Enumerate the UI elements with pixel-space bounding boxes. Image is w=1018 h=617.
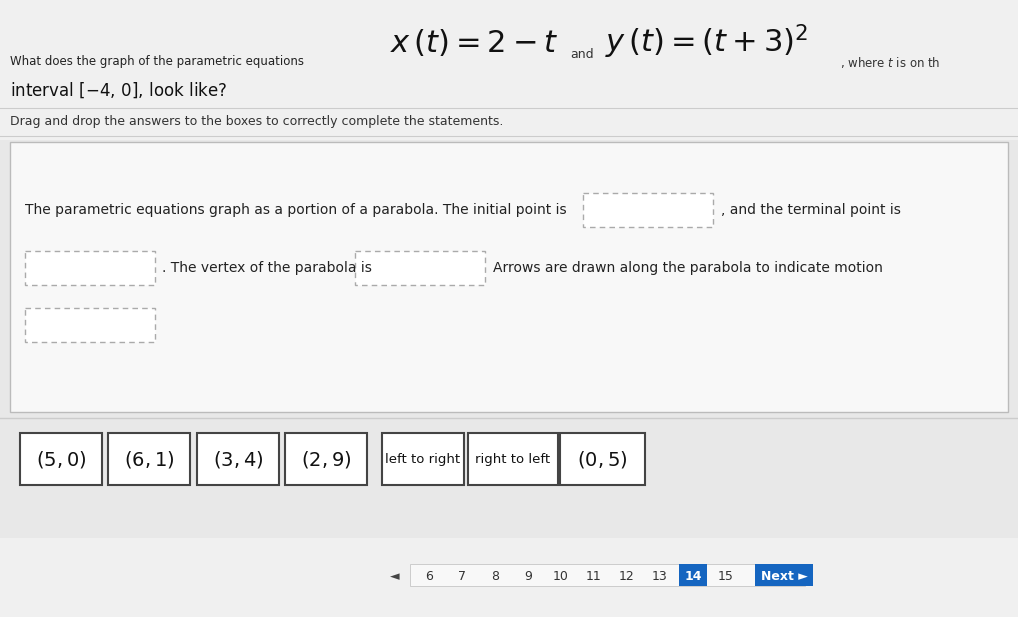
Text: 13: 13	[653, 571, 668, 584]
Text: interval $\left[-4,\,0\right]$, look like?: interval $\left[-4,\,0\right]$, look lik…	[10, 80, 227, 100]
Text: $(3,4)$: $(3,4)$	[213, 449, 264, 470]
FancyBboxPatch shape	[583, 193, 713, 227]
Text: Arrows are drawn along the parabola to indicate motion: Arrows are drawn along the parabola to i…	[493, 261, 883, 275]
FancyBboxPatch shape	[285, 433, 367, 485]
Text: What does the graph of the parametric equations: What does the graph of the parametric eq…	[10, 56, 304, 68]
Text: right to left: right to left	[475, 452, 551, 465]
Text: 15: 15	[718, 571, 734, 584]
FancyBboxPatch shape	[25, 308, 155, 342]
Text: $(5,0)$: $(5,0)$	[36, 449, 87, 470]
FancyBboxPatch shape	[679, 564, 706, 586]
FancyBboxPatch shape	[382, 433, 464, 485]
Text: ◄: ◄	[390, 571, 400, 584]
FancyBboxPatch shape	[560, 433, 645, 485]
FancyBboxPatch shape	[468, 433, 558, 485]
Text: $y\,(t) = (t + 3)^{2}$: $y\,(t) = (t + 3)^{2}$	[605, 23, 808, 61]
Text: 10: 10	[553, 571, 569, 584]
Text: 9: 9	[524, 571, 532, 584]
FancyBboxPatch shape	[25, 251, 155, 285]
Text: . The vertex of the parabola is: . The vertex of the parabola is	[162, 261, 372, 275]
Text: 11: 11	[586, 571, 602, 584]
Text: and: and	[570, 49, 593, 62]
FancyBboxPatch shape	[410, 564, 805, 586]
Text: , where $t$ is on th: , where $t$ is on th	[840, 54, 941, 70]
Text: $(2,9)$: $(2,9)$	[300, 449, 351, 470]
FancyBboxPatch shape	[0, 0, 1018, 140]
Text: $(0,5)$: $(0,5)$	[577, 449, 628, 470]
Text: $(6,1)$: $(6,1)$	[124, 449, 174, 470]
FancyBboxPatch shape	[10, 142, 1008, 412]
FancyBboxPatch shape	[20, 433, 102, 485]
Text: 8: 8	[491, 571, 499, 584]
FancyBboxPatch shape	[0, 538, 1018, 617]
FancyBboxPatch shape	[355, 251, 485, 285]
Text: Next ►: Next ►	[760, 571, 807, 584]
FancyBboxPatch shape	[0, 418, 1018, 538]
Text: 6: 6	[426, 571, 433, 584]
Text: 14: 14	[684, 571, 701, 584]
Text: $x\,(t) = 2 - t$: $x\,(t) = 2 - t$	[390, 27, 559, 57]
Text: left to right: left to right	[386, 452, 460, 465]
Text: , and the terminal point is: , and the terminal point is	[721, 203, 901, 217]
Text: Drag and drop the answers to the boxes to correctly complete the statements.: Drag and drop the answers to the boxes t…	[10, 115, 503, 128]
FancyBboxPatch shape	[108, 433, 190, 485]
FancyBboxPatch shape	[755, 564, 813, 586]
Text: The parametric equations graph as a portion of a parabola. The initial point is: The parametric equations graph as a port…	[25, 203, 567, 217]
Text: 7: 7	[458, 571, 466, 584]
Text: 12: 12	[619, 571, 635, 584]
FancyBboxPatch shape	[197, 433, 279, 485]
